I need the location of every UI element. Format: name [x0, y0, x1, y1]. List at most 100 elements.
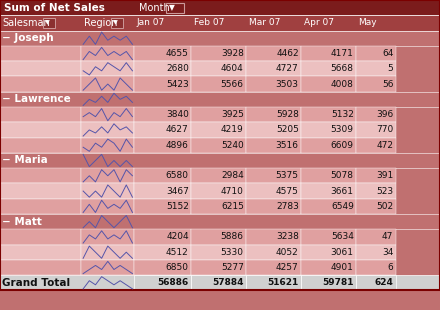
Bar: [246, 46, 301, 61]
Bar: [81, 46, 134, 61]
Bar: [356, 184, 396, 199]
Bar: [43, 18, 55, 28]
Bar: [134, 122, 191, 138]
Bar: [0, 245, 81, 260]
Bar: [81, 260, 134, 275]
Bar: [81, 229, 134, 245]
Text: 51621: 51621: [268, 278, 299, 287]
Bar: [191, 260, 246, 275]
Text: 3467: 3467: [166, 187, 189, 196]
Bar: [356, 122, 396, 138]
Text: 472: 472: [376, 141, 393, 150]
Bar: [301, 138, 356, 153]
Bar: [134, 77, 191, 92]
Bar: [191, 46, 246, 61]
Text: 5330: 5330: [221, 248, 244, 257]
Text: 6: 6: [388, 263, 393, 272]
Bar: [0, 0, 440, 15]
Bar: [246, 229, 301, 245]
Bar: [0, 138, 81, 153]
Bar: [81, 184, 134, 199]
Text: 523: 523: [376, 187, 393, 196]
Text: 4575: 4575: [276, 187, 299, 196]
Text: 56886: 56886: [158, 278, 189, 287]
Bar: [0, 168, 81, 184]
Bar: [191, 138, 246, 153]
Bar: [356, 245, 396, 260]
Bar: [356, 229, 396, 245]
Text: 4655: 4655: [166, 49, 189, 58]
Text: 4604: 4604: [221, 64, 244, 73]
Text: Apr 07: Apr 07: [304, 18, 334, 27]
Bar: [134, 138, 191, 153]
Bar: [81, 245, 134, 260]
Text: 3238: 3238: [276, 232, 299, 241]
Bar: [134, 260, 191, 275]
Text: 624: 624: [374, 278, 393, 287]
Text: Salesman: Salesman: [2, 18, 50, 28]
Bar: [81, 122, 134, 138]
Text: ▼: ▼: [113, 20, 118, 25]
Text: 5928: 5928: [276, 110, 299, 119]
Bar: [0, 199, 81, 214]
Text: 57884: 57884: [212, 278, 244, 287]
Bar: [191, 199, 246, 214]
Text: 5277: 5277: [221, 263, 244, 272]
Bar: [134, 184, 191, 199]
Bar: [301, 77, 356, 92]
Bar: [356, 107, 396, 122]
Text: − Maria: − Maria: [2, 156, 48, 166]
Text: 5375: 5375: [276, 171, 299, 180]
Bar: [0, 229, 81, 245]
Bar: [134, 46, 191, 61]
Bar: [356, 46, 396, 61]
Bar: [246, 168, 301, 184]
Text: Grand Total: Grand Total: [2, 278, 70, 288]
Text: 5566: 5566: [221, 80, 244, 89]
Bar: [134, 61, 191, 77]
Bar: [246, 122, 301, 138]
Bar: [356, 168, 396, 184]
Bar: [246, 260, 301, 275]
Text: 6850: 6850: [166, 263, 189, 272]
Text: 4901: 4901: [331, 263, 354, 272]
Bar: [0, 15, 440, 31]
Bar: [134, 245, 191, 260]
Text: 4171: 4171: [331, 49, 354, 58]
Text: 4512: 4512: [166, 248, 189, 257]
Bar: [81, 199, 134, 214]
Bar: [301, 168, 356, 184]
Text: 5634: 5634: [331, 232, 354, 241]
Text: 4052: 4052: [276, 248, 299, 257]
Text: 4627: 4627: [166, 126, 189, 135]
Bar: [134, 199, 191, 214]
Bar: [301, 260, 356, 275]
Text: 5205: 5205: [276, 126, 299, 135]
Text: 4008: 4008: [331, 80, 354, 89]
Bar: [81, 107, 134, 122]
Text: 502: 502: [376, 202, 393, 211]
Bar: [301, 229, 356, 245]
Bar: [246, 77, 301, 92]
Bar: [0, 214, 440, 229]
Text: May: May: [359, 18, 377, 27]
Bar: [134, 107, 191, 122]
Bar: [191, 168, 246, 184]
Text: 4710: 4710: [221, 187, 244, 196]
Text: 5309: 5309: [331, 126, 354, 135]
Bar: [0, 107, 81, 122]
Bar: [0, 61, 81, 77]
Text: 3925: 3925: [221, 110, 244, 119]
Text: ▼: ▼: [45, 20, 50, 25]
Bar: [191, 184, 246, 199]
Bar: [191, 122, 246, 138]
Bar: [356, 138, 396, 153]
Text: 5886: 5886: [221, 232, 244, 241]
Text: 3061: 3061: [331, 248, 354, 257]
Bar: [111, 18, 123, 28]
Bar: [134, 229, 191, 245]
Bar: [0, 260, 81, 275]
Text: 2680: 2680: [166, 64, 189, 73]
Text: Month: Month: [139, 3, 169, 13]
Text: 4204: 4204: [166, 232, 189, 241]
